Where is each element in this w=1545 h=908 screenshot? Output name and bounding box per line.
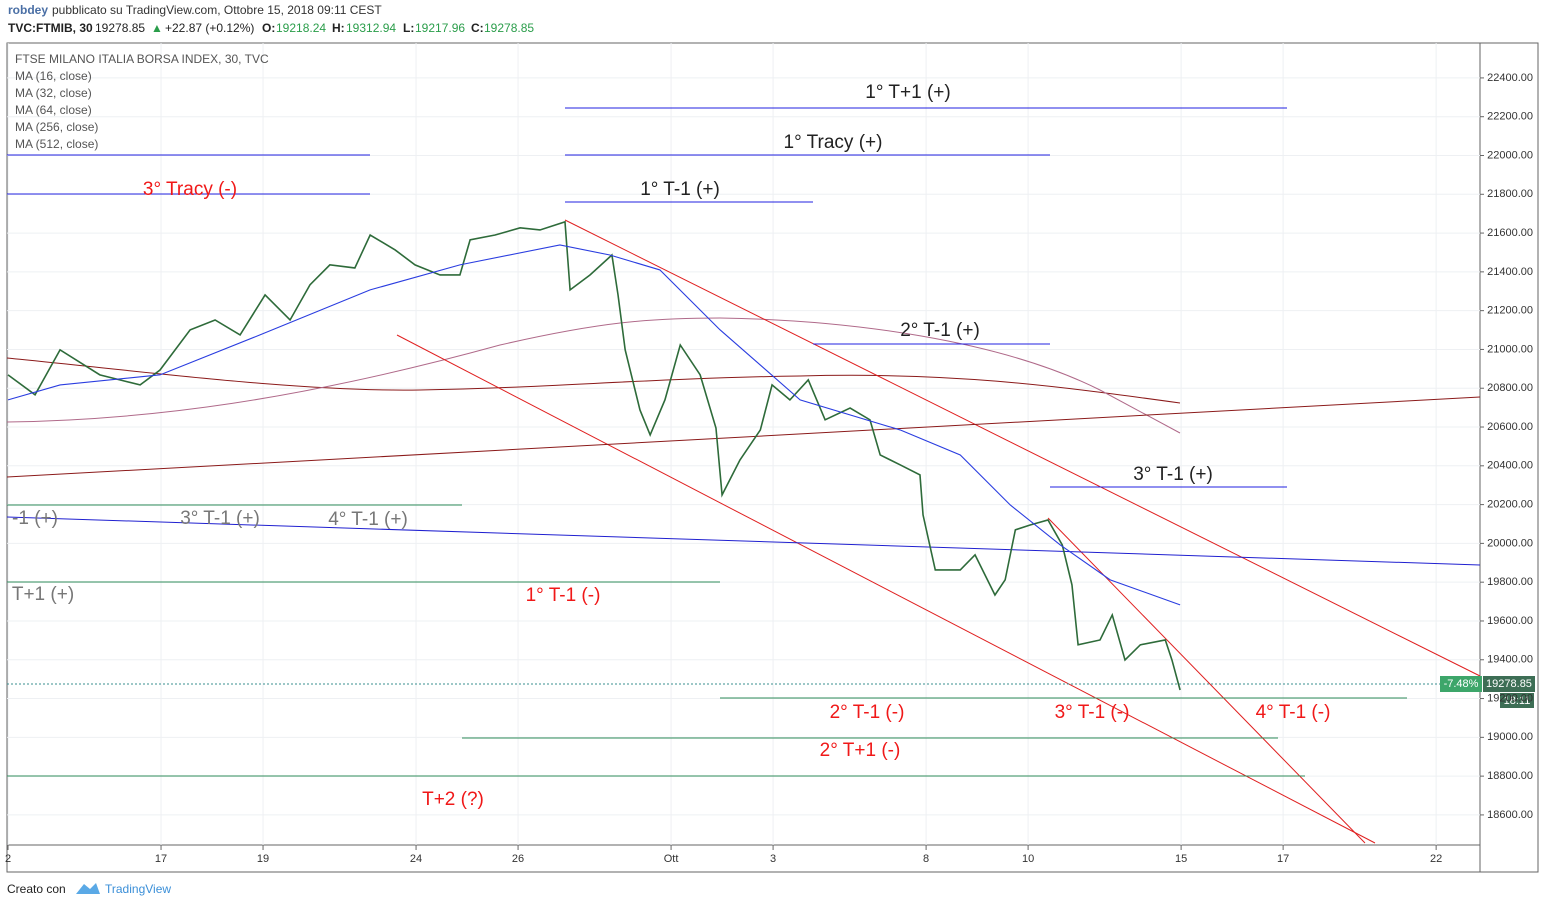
trend-line [1047, 517, 1366, 844]
y-tick-label: 21000.00 [1487, 343, 1533, 355]
annotation: 2° T-1 (-) [830, 702, 905, 723]
ma-256 [6, 357, 1181, 404]
published: pubblicato su TradingView.com, Ottobre 1… [52, 3, 382, 17]
l-label: L: [403, 21, 414, 35]
annotation: T+2 (?) [422, 789, 484, 810]
y-tick-label: 22400.00 [1487, 72, 1533, 84]
o-label: O: [262, 21, 275, 35]
x-tick-label: 8 [923, 853, 929, 865]
trend-line [564, 219, 1481, 677]
range-arrows [7, 107, 1407, 777]
y-tick-label: 21400.00 [1487, 266, 1533, 278]
x-tick-label: 15 [1175, 853, 1187, 865]
y-tick-label: 18600.00 [1487, 809, 1533, 821]
x-tick-label: 24 [410, 853, 422, 865]
y-tick-label: 21200.00 [1487, 305, 1533, 317]
indicator-lines [6, 219, 1481, 844]
x-tick-label: Ott [664, 853, 679, 865]
series-line [7, 220, 1181, 691]
x-tick-label: 17 [1277, 853, 1289, 865]
annotation: 3° T-1 (-) [1055, 702, 1130, 723]
countdown-tag [1500, 693, 1534, 708]
close: 19278.85 [484, 21, 534, 35]
annotation: 1° T-1 (-) [526, 585, 601, 606]
annotation: 4° T-1 (-) [1256, 702, 1331, 723]
y-tick-label: 20400.00 [1487, 460, 1533, 472]
panel [6, 42, 1539, 873]
pct-tag [1440, 676, 1482, 692]
y-tick-label: 19800.00 [1487, 576, 1533, 588]
annotation: 3° T-1 (+) [180, 508, 260, 529]
ma-512 [6, 317, 1181, 434]
annotation: -1 (+) [12, 508, 58, 529]
y-tick-label: 22000.00 [1487, 149, 1533, 161]
price-tag [1483, 676, 1535, 692]
arrow: ▲ [151, 21, 163, 35]
annotation: T+1 (+) [12, 584, 74, 605]
y-tick-label: 20200.00 [1487, 499, 1533, 511]
countdown-text: 18:11 [1504, 695, 1531, 707]
y-tick-label: 19000.00 [1487, 731, 1533, 743]
legend-item: MA (32, close) [15, 86, 92, 100]
legend-item: MA (16, close) [15, 69, 92, 83]
trend-line [6, 516, 1481, 566]
y-tick-label: 19600.00 [1487, 615, 1533, 627]
logo [76, 883, 100, 894]
annotation: 1° Tracy (+) [784, 132, 883, 153]
annotation: 3° Tracy (-) [143, 179, 237, 200]
series-line [7, 244, 1181, 606]
c-label: C: [471, 21, 484, 35]
footer-text: Creato con [7, 882, 66, 896]
annotation: 2° T+1 (-) [820, 740, 901, 761]
x-tick-label: 17 [155, 853, 167, 865]
annotation: 2° T-1 (+) [900, 320, 980, 341]
x-tick-label: 2 [5, 853, 11, 865]
y-tick-label: 21800.00 [1487, 188, 1533, 200]
y-tick-label: 21600.00 [1487, 227, 1533, 239]
x-tick-label: 19 [257, 853, 269, 865]
y-tick-label: 19400.00 [1487, 654, 1533, 666]
pct-tag-text: -7.48% [1444, 678, 1479, 690]
legend-title: FTSE MILANO ITALIA BORSA INDEX, 30, TVC [15, 52, 269, 66]
y-tick-label: 20600.00 [1487, 421, 1533, 433]
trend-line [396, 334, 1376, 844]
low: 19217.96 [415, 21, 465, 35]
annotation: 1° T-1 (+) [640, 179, 720, 200]
change: +22.87 (+0.12%) [165, 21, 254, 35]
last: 19278.85 [95, 21, 145, 35]
symbol: TVC:FTMIB, 30 [8, 21, 93, 35]
open: 19218.24 [276, 21, 326, 35]
author: robdey [8, 3, 48, 17]
y-tick-label: 18800.00 [1487, 770, 1533, 782]
legend-item: MA (256, close) [15, 120, 98, 134]
x-tick-label: 10 [1022, 853, 1034, 865]
x-tick-label: 22 [1430, 853, 1442, 865]
y-tick-label: 19200.00 [1487, 692, 1533, 704]
annotation: 3° T-1 (+) [1133, 464, 1213, 485]
legend-item: MA (64, close) [15, 103, 92, 117]
footer-brand[interactable]: TradingView [105, 882, 171, 896]
annotation: 4° T-1 (+) [328, 509, 408, 530]
x-tick-label: 26 [512, 853, 524, 865]
y-tick-label: 20000.00 [1487, 537, 1533, 549]
annotation: 1° T+1 (+) [865, 82, 950, 103]
high: 19312.94 [346, 21, 396, 35]
h-label: H: [332, 21, 345, 35]
y-tick-label: 20800.00 [1487, 382, 1533, 394]
legend-item: MA (512, close) [15, 137, 98, 151]
y-tick-label: 22200.00 [1487, 111, 1533, 123]
trend-line [6, 396, 1481, 478]
x-tick-label: 3 [770, 853, 776, 865]
price-tag-text: 19278.85 [1486, 678, 1532, 690]
